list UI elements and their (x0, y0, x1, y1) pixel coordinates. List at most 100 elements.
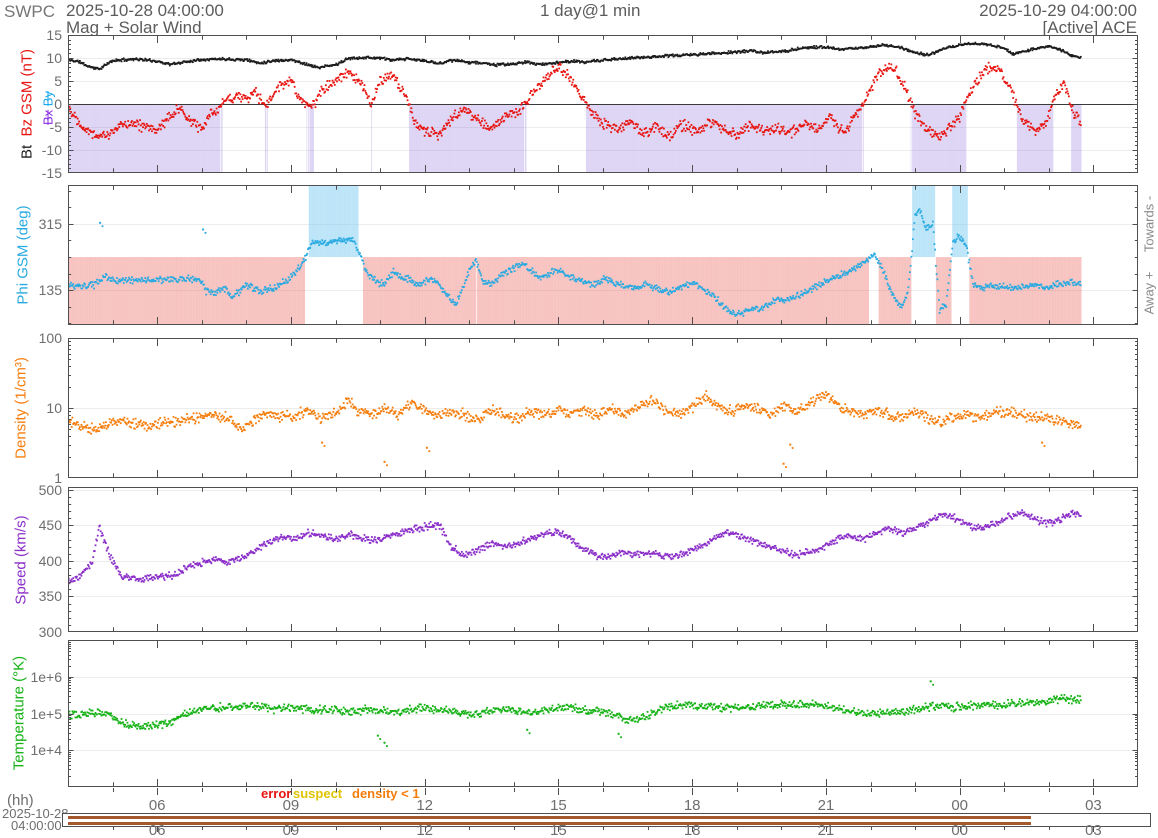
y-tick-label: 450 (38, 517, 62, 534)
y-tick-label: -15 (41, 165, 62, 181)
hour-label: 03 (1085, 822, 1102, 838)
axis-tick (692, 788, 694, 795)
axis-tick (424, 788, 426, 795)
hour-label: 12 (416, 822, 433, 838)
swpc-brand: SWPC (4, 2, 55, 21)
hour-label: 21 (817, 797, 835, 814)
axis-tick (1093, 788, 1095, 795)
y-tick-label: 1 (54, 470, 62, 486)
axis-tick (513, 788, 515, 792)
axis-tick (870, 827, 872, 830)
axis-tick (647, 788, 649, 792)
axis-tick (692, 827, 694, 832)
y-tick-label: 1e+5 (30, 705, 62, 722)
y-tick-label: 5 (54, 73, 62, 89)
hour-label: 18 (683, 797, 701, 814)
axis-tick (603, 827, 604, 830)
bt-bz-panel-plot[interactable] (68, 35, 1138, 173)
axis-tick (603, 788, 604, 792)
resolution-label: 1 day@1 min (540, 1, 641, 20)
axis-tick (959, 788, 961, 795)
axis-tick (201, 788, 203, 792)
axis-tick (469, 788, 471, 792)
hour-label: 12 (416, 797, 433, 814)
hour-unit-label: (hh) (7, 792, 34, 809)
y-tick-label: -10 (41, 142, 62, 158)
hour-label: 18 (683, 822, 701, 838)
axis-tick (736, 788, 738, 792)
axis-tick (825, 788, 827, 795)
axis-tick (157, 827, 159, 832)
hour-label: 21 (817, 822, 835, 838)
axis-tick (380, 788, 382, 792)
speed-panel-plot[interactable] (68, 487, 1138, 632)
axis-tick (1093, 827, 1095, 832)
hour-label: 00 (951, 822, 968, 838)
axis-tick (112, 788, 114, 792)
axis-tick (112, 827, 114, 830)
axis-tick (870, 788, 872, 792)
axis-tick (781, 788, 783, 792)
axis-tick (915, 788, 917, 792)
axis-tick (781, 827, 783, 830)
y-tick-label: 10 (46, 400, 62, 416)
end-datetime: 2025-10-29 04:00:00 (979, 1, 1137, 20)
axis-tick (959, 827, 961, 832)
axis-tick (513, 827, 515, 830)
towards-sector-label: Towards - (1141, 195, 1157, 253)
y-tick-label: 1e+4 (30, 742, 62, 759)
hour-label: 06 (148, 797, 166, 814)
axis-tick (290, 788, 292, 795)
y-tick-label: 1e+6 (30, 668, 62, 685)
y-tick-label: 350 (38, 588, 62, 605)
y-tick-label: 400 (38, 552, 62, 569)
axis-tick (1048, 788, 1050, 792)
legend-density-lt-1: density < 1 (352, 786, 420, 801)
axis-start-time: 04:00:00 (11, 818, 62, 833)
axis-tick (1048, 827, 1050, 830)
hour-label: 15 (550, 822, 567, 838)
y-tick-label: 500 (38, 481, 62, 498)
axis-tick (246, 827, 248, 830)
axis-tick (558, 827, 560, 832)
axis-tick (825, 827, 827, 832)
axis-tick (290, 827, 292, 832)
axis-start-date: 2025-10-28 (2, 806, 69, 821)
y-tick-label: 315 (38, 215, 62, 232)
time-range-selected-bar[interactable] (68, 816, 1031, 825)
legend-suspect: suspect (293, 786, 343, 801)
axis-tick (335, 827, 337, 830)
axis-tick (1004, 788, 1006, 792)
plot-subtitle: Mag + Solar Wind (66, 18, 202, 37)
legend-error: error (261, 786, 292, 801)
y-tick-label: 135 (38, 282, 62, 299)
y-tick-label: -5 (49, 119, 62, 135)
hour-label: 00 (951, 797, 968, 814)
density-panel-plot[interactable] (68, 338, 1138, 478)
axis-tick (201, 827, 203, 830)
axis-tick (335, 788, 337, 792)
temperature-panel-plot[interactable] (68, 640, 1138, 787)
hour-label: 03 (1085, 797, 1102, 814)
axis-tick (380, 827, 382, 830)
hour-label: 09 (282, 797, 300, 814)
satellite-status: [Active] ACE (1042, 18, 1137, 37)
axis-tick (157, 788, 159, 795)
axis-tick (558, 788, 560, 795)
axis-tick (246, 788, 248, 792)
away-sector-label: Away + (1141, 271, 1157, 315)
y-tick-label: 100 (38, 330, 62, 346)
y-tick-label: 300 (38, 624, 62, 640)
axis-tick (736, 827, 738, 830)
hour-label: 06 (148, 822, 166, 838)
axis-tick (424, 827, 426, 832)
axis-tick (1004, 827, 1006, 830)
start-datetime: 2025-10-28 04:00:00 (66, 1, 224, 20)
axis-tick (469, 827, 471, 830)
y-tick-label: 10 (46, 50, 62, 66)
hour-label: 15 (550, 797, 567, 814)
phi-gsm-panel-plot[interactable] (68, 185, 1138, 325)
y-tick-label: 15 (46, 27, 62, 43)
axis-tick (915, 827, 917, 830)
